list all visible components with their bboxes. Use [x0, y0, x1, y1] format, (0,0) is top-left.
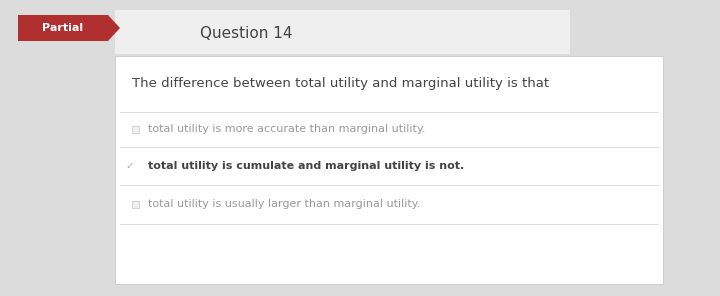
FancyBboxPatch shape	[132, 200, 138, 207]
Polygon shape	[18, 15, 120, 41]
FancyBboxPatch shape	[132, 126, 138, 133]
FancyBboxPatch shape	[115, 10, 570, 54]
Text: total utility is usually larger than marginal utility.: total utility is usually larger than mar…	[148, 199, 420, 209]
Text: total utility is more accurate than marginal utility.: total utility is more accurate than marg…	[148, 124, 426, 134]
Text: total utility is cumulate and marginal utility is not.: total utility is cumulate and marginal u…	[148, 161, 464, 171]
Text: ✓: ✓	[125, 161, 135, 171]
Text: Question 14: Question 14	[200, 25, 292, 41]
Text: Partial: Partial	[42, 23, 84, 33]
FancyBboxPatch shape	[115, 56, 663, 284]
Text: The difference between total utility and marginal utility is that: The difference between total utility and…	[132, 76, 549, 89]
